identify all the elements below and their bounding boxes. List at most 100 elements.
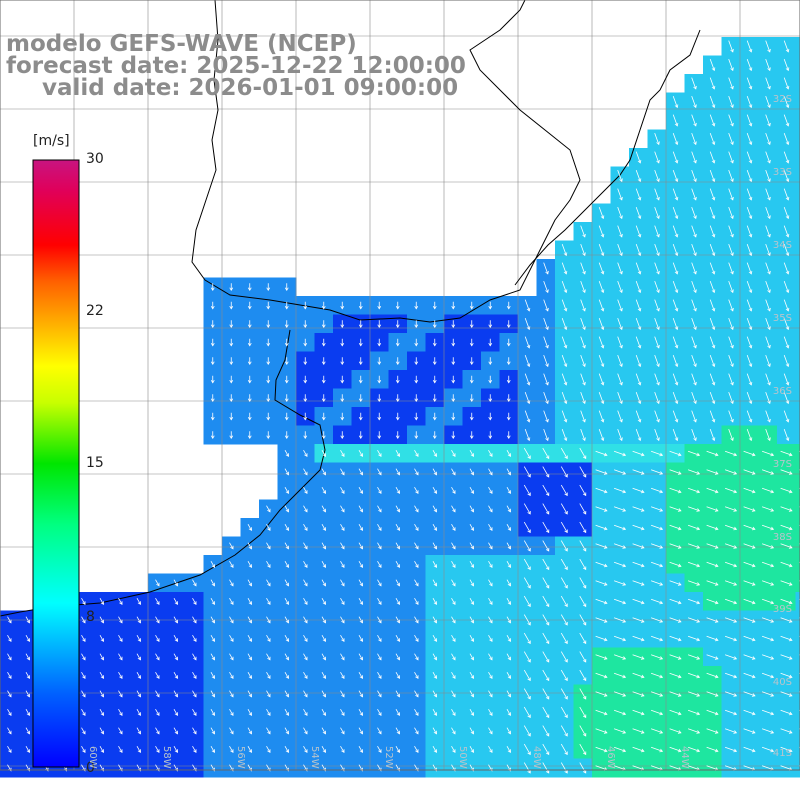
wind-arrow bbox=[724, 672, 737, 678]
wind-arrow-head bbox=[674, 418, 679, 423]
wind-arrow-head bbox=[785, 381, 790, 386]
wind-arrow bbox=[598, 428, 604, 441]
wind-arrow-head bbox=[674, 270, 679, 275]
wind-arrow-head bbox=[211, 712, 215, 716]
wind-arrow-head bbox=[359, 749, 363, 753]
wind-arrow bbox=[743, 746, 756, 752]
wind-arrow-head bbox=[733, 637, 738, 642]
wind-arrow bbox=[691, 299, 697, 312]
wind-arrow-head bbox=[659, 693, 664, 697]
wind-arrow-head bbox=[637, 307, 642, 312]
wind-arrow bbox=[728, 58, 734, 71]
wind-arrow-head bbox=[637, 270, 642, 275]
wind-arrow-head bbox=[545, 547, 550, 552]
wind-arrow bbox=[598, 373, 604, 386]
wind-arrow bbox=[340, 468, 345, 475]
wind-arrow-head bbox=[564, 769, 568, 774]
wind-arrow-head bbox=[622, 656, 627, 660]
wind-arrow-head bbox=[433, 527, 437, 531]
wind-arrow bbox=[358, 468, 363, 475]
wind-arrow-head bbox=[656, 437, 660, 442]
wind-arrow-head bbox=[637, 252, 642, 257]
wind-arrow bbox=[765, 188, 771, 201]
wind-arrow-head bbox=[526, 437, 531, 442]
wind-arrow-head bbox=[545, 677, 550, 682]
wind-arrow bbox=[617, 373, 623, 386]
wind-arrow-head bbox=[304, 619, 308, 624]
wind-arrow-head bbox=[304, 527, 308, 531]
wind-arrow bbox=[709, 151, 715, 164]
wind-arrow bbox=[284, 487, 289, 494]
wind-arrow-head bbox=[677, 600, 682, 605]
wind-arrow-head bbox=[100, 749, 104, 753]
wind-arrow bbox=[451, 635, 456, 642]
wind-arrow-head bbox=[507, 675, 511, 679]
wind-arrow-head bbox=[414, 324, 419, 329]
wind-arrow-head bbox=[82, 656, 86, 661]
wind-arrow-head bbox=[785, 363, 790, 368]
wind-arrow-head bbox=[656, 418, 660, 423]
wind-arrow bbox=[724, 746, 737, 752]
wind-arrow-head bbox=[748, 159, 753, 164]
wind-arrow-head bbox=[452, 508, 456, 513]
wind-arrow-head bbox=[785, 122, 790, 127]
wind-arrow bbox=[761, 543, 774, 549]
wind-arrow bbox=[780, 543, 793, 549]
wind-arrow-head bbox=[564, 658, 568, 663]
wind-arrow-head bbox=[600, 270, 605, 275]
wind-arrow bbox=[99, 690, 104, 697]
wind-arrow bbox=[672, 262, 678, 275]
wind-arrow bbox=[395, 524, 400, 531]
wind-arrow bbox=[743, 617, 756, 623]
wind-arrow bbox=[266, 579, 271, 586]
wind-arrow-head bbox=[377, 435, 382, 440]
wind-arrow bbox=[783, 336, 789, 349]
wind-arrow-head bbox=[210, 379, 215, 384]
wind-arrow-head bbox=[622, 711, 627, 716]
wind-arrow-head bbox=[119, 656, 123, 661]
wind-arrow bbox=[709, 299, 715, 312]
wind-arrow-head bbox=[733, 582, 738, 586]
wind-arrow bbox=[524, 428, 530, 441]
wind-arrow bbox=[395, 450, 400, 457]
wind-arrow-head bbox=[433, 601, 437, 605]
wind-arrow-head bbox=[622, 730, 627, 734]
wind-arrow bbox=[709, 391, 715, 404]
wind-arrow bbox=[321, 635, 326, 642]
wind-cell bbox=[795, 740, 800, 759]
wind-arrow bbox=[728, 169, 734, 182]
wind-arrow-head bbox=[640, 526, 645, 531]
wind-arrow bbox=[358, 450, 363, 457]
wind-arrow bbox=[783, 262, 789, 275]
wind-arrow bbox=[303, 672, 308, 679]
wind-arrow bbox=[632, 746, 645, 752]
wind-arrow bbox=[543, 280, 549, 293]
wind-arrow bbox=[691, 317, 697, 330]
wind-arrow bbox=[687, 580, 700, 586]
wind-arrow bbox=[728, 336, 734, 349]
wind-arrow bbox=[560, 632, 568, 644]
wind-arrow bbox=[560, 558, 568, 570]
wind-arrow-head bbox=[395, 379, 400, 384]
wind-arrow-head bbox=[433, 545, 437, 550]
wind-arrow bbox=[542, 558, 550, 570]
wind-arrow-head bbox=[266, 342, 271, 347]
wind-arrow-head bbox=[767, 159, 771, 164]
wind-arrow bbox=[358, 524, 363, 531]
wind-arrow-head bbox=[415, 564, 419, 568]
wind-arrow bbox=[672, 391, 678, 404]
wind-arrow-head bbox=[8, 749, 12, 753]
wind-arrow bbox=[229, 690, 234, 697]
wind-arrow bbox=[669, 524, 682, 530]
wind-arrow bbox=[613, 765, 626, 771]
wind-arrow-head bbox=[137, 638, 141, 642]
wind-arrow bbox=[613, 450, 626, 456]
wind-arrow-head bbox=[248, 730, 252, 735]
wind-arrow-head bbox=[82, 730, 86, 735]
wind-arrow bbox=[654, 188, 660, 201]
wind-arrow-head bbox=[433, 638, 437, 642]
wind-arrow bbox=[728, 280, 734, 293]
wind-arrow-head bbox=[359, 453, 363, 457]
wind-arrow-head bbox=[770, 619, 775, 623]
wind-arrow-head bbox=[507, 527, 511, 531]
